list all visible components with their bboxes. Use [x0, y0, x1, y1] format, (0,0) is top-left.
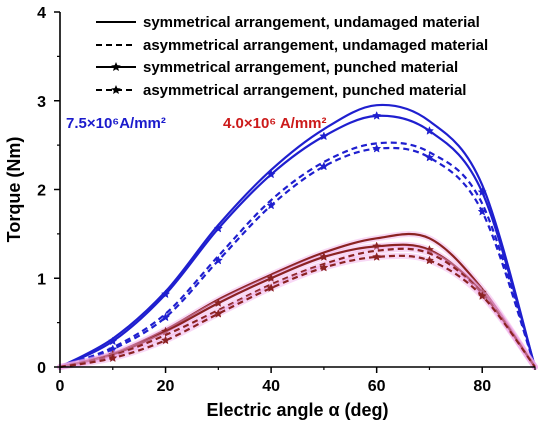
- data-point: [372, 143, 382, 153]
- x-tick-label: 80: [473, 378, 491, 395]
- data-point: [424, 152, 435, 162]
- y-tick-label: 3: [37, 94, 46, 111]
- series-5: [57, 230, 538, 370]
- data-point: [213, 255, 223, 265]
- axes: 0 20 40 60 80 0 1 2 3 4: [37, 5, 536, 395]
- data-point: [266, 200, 276, 210]
- legend-marker: [111, 85, 121, 95]
- data-point: [424, 245, 435, 254]
- annotation-current-low: 4.0×10⁶ A/mm²: [223, 115, 326, 132]
- series-line: [59, 103, 537, 368]
- data-point: [213, 308, 223, 318]
- legend: symmetrical arrangement, undamaged mater…: [96, 14, 488, 99]
- data-point: [108, 353, 118, 363]
- series-6: [57, 241, 538, 370]
- series-2: [59, 110, 537, 368]
- data-point: [424, 255, 435, 265]
- data-point: [319, 262, 329, 272]
- data-point: [477, 291, 487, 300]
- data-point: [160, 289, 171, 299]
- series-line: [59, 146, 537, 369]
- legend-label: symmetrical arrangement, undamaged mater…: [143, 14, 480, 31]
- data-point: [372, 110, 382, 120]
- data-point: [372, 241, 382, 251]
- data-point: [319, 131, 329, 141]
- x-tick-label: 20: [157, 378, 175, 395]
- data-point: [213, 223, 223, 233]
- legend-item-2: asymmetrical arrangement, undamaged mate…: [96, 37, 488, 54]
- data-point: [160, 312, 171, 322]
- series-line: [59, 141, 537, 369]
- data-point: [266, 283, 276, 292]
- data-point: [424, 126, 435, 135]
- y-tick-label: 1: [37, 271, 46, 288]
- annotations: 7.5×10⁶A/mm² 4.0×10⁶ A/mm²: [66, 115, 326, 132]
- legend-marker: [111, 62, 121, 72]
- y-tick-label: 2: [37, 183, 46, 200]
- x-tick-label: 60: [368, 378, 386, 395]
- series-1: [59, 103, 537, 368]
- data-point: [319, 252, 329, 261]
- data-point: [372, 252, 382, 261]
- y-axis-title: Torque (Nm): [4, 137, 24, 243]
- data-point: [477, 206, 487, 216]
- data-point: [477, 187, 487, 197]
- data-point: [266, 273, 276, 283]
- legend-item-4: asymmetrical arrangement, punched materi…: [96, 82, 466, 99]
- data-point: [266, 169, 276, 179]
- legend-item-3: symmetrical arrangement, punched materia…: [96, 59, 458, 76]
- series-line: [59, 232, 536, 369]
- legend-label: asymmetrical arrangement, punched materi…: [143, 82, 466, 99]
- x-tick-label: 0: [56, 378, 65, 395]
- data-point: [319, 161, 329, 171]
- x-axis-title: Electric angle α (deg): [206, 400, 388, 420]
- series-line: [59, 243, 536, 369]
- data-point: [108, 336, 118, 346]
- data-point: [160, 335, 171, 345]
- data-point: [213, 298, 223, 308]
- series-line: [59, 247, 536, 369]
- y-tick-label: 4: [37, 5, 46, 22]
- annotation-current-high: 7.5×10⁶A/mm²: [66, 115, 166, 132]
- series-7: [57, 245, 538, 370]
- series-line: [59, 254, 536, 369]
- series-4: [59, 143, 537, 369]
- series-3: [59, 141, 537, 369]
- legend-label: asymmetrical arrangement, undamaged mate…: [143, 37, 488, 54]
- legend-label: symmetrical arrangement, punched materia…: [143, 59, 458, 76]
- series-8: [57, 252, 538, 370]
- y-tick-label: 0: [37, 360, 46, 377]
- x-tick-label: 40: [262, 378, 280, 395]
- legend-item-1: symmetrical arrangement, undamaged mater…: [96, 14, 480, 31]
- plot-area: [57, 103, 538, 370]
